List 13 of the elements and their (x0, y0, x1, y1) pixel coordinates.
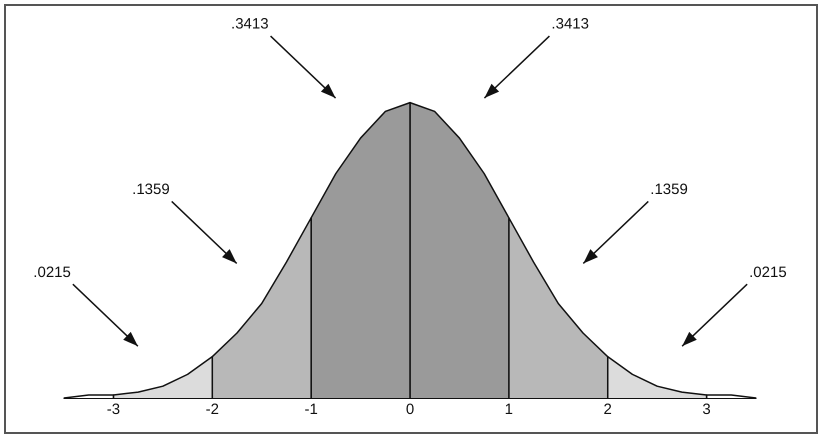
x-tick-label: 1 (504, 401, 514, 418)
annotation: .0215 (749, 264, 787, 281)
text: .3413 (231, 16, 269, 33)
x-tick-label: 3 (702, 401, 711, 418)
x-tick-label: -1 (304, 401, 318, 418)
x-tick-label: -3 (106, 401, 120, 418)
x-tick-label: 2 (604, 401, 612, 418)
annotation: .0215 (33, 264, 71, 281)
x-tick-label: 0 (406, 401, 414, 418)
text: .3413 (551, 16, 589, 33)
x-tick-label: -2 (206, 401, 219, 418)
annotation: .1359 (132, 181, 170, 198)
annotation: .1359 (650, 181, 688, 198)
